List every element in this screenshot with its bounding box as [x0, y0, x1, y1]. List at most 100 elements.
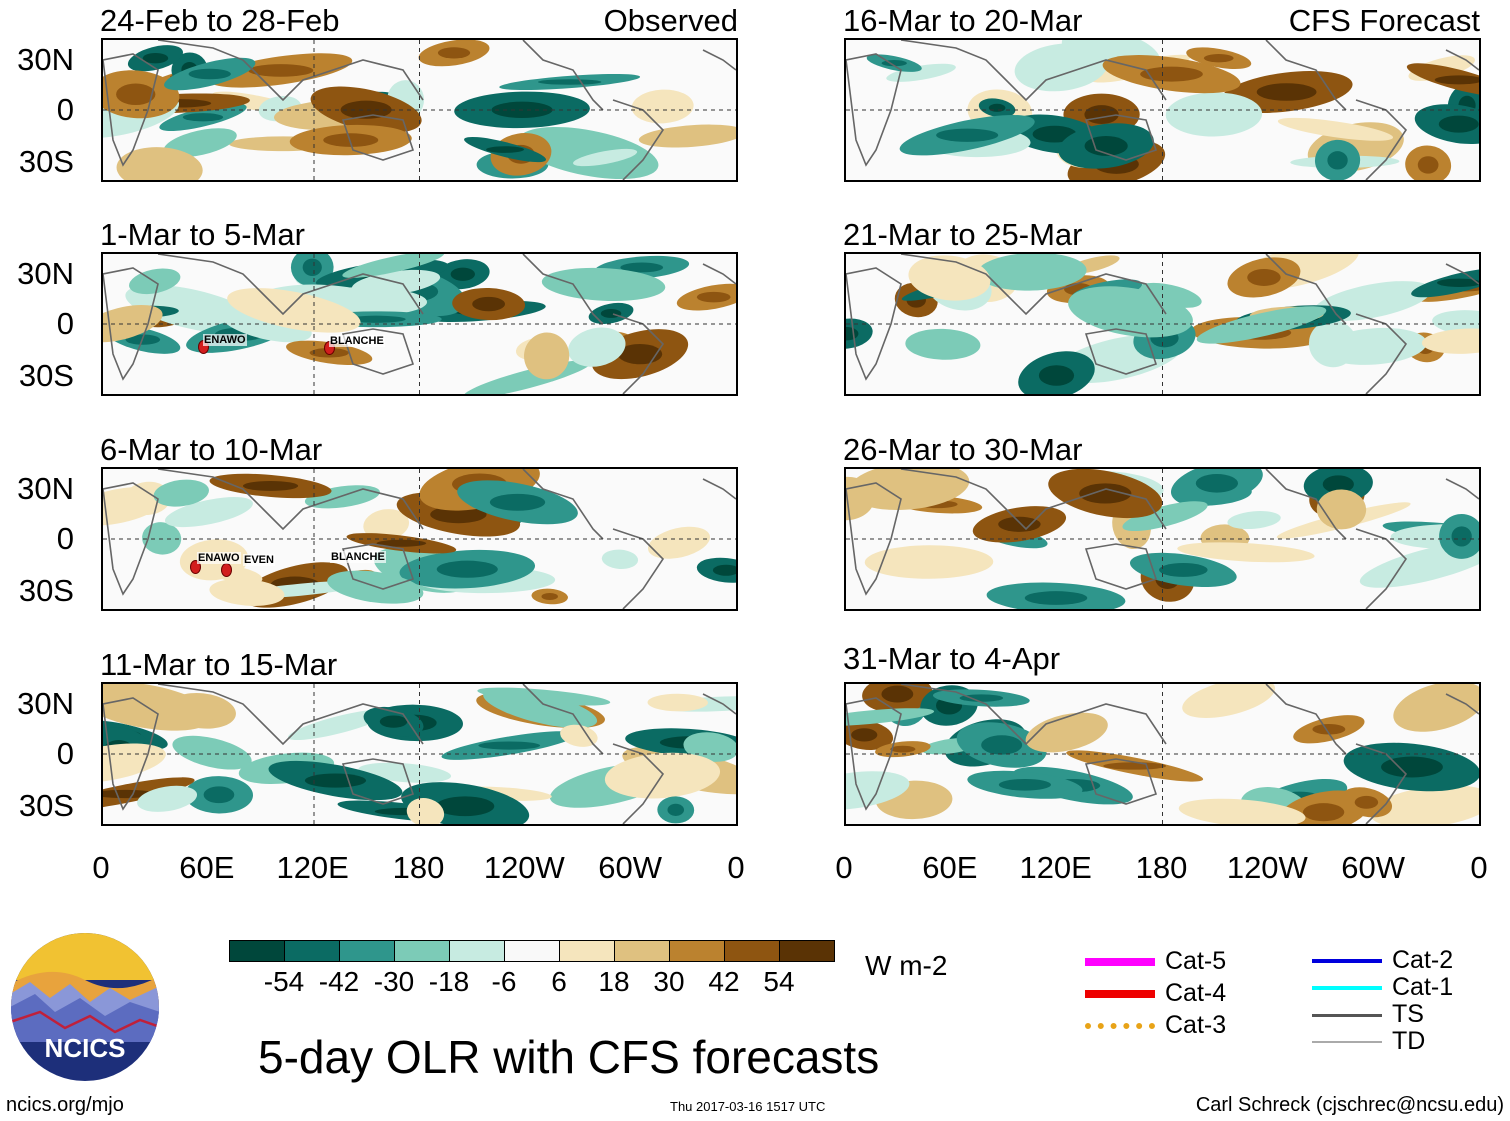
olr-anomaly-core — [489, 493, 546, 511]
storm-label-even: EVEN — [243, 554, 275, 566]
olr-anomaly-patch — [1177, 542, 1315, 563]
cfs-forecast-label: CFS Forecast — [1288, 3, 1480, 38]
lon-tick-label: 60E — [179, 850, 235, 885]
storm-label-enawo: ENAWO — [197, 552, 241, 564]
ncics-logo: NCICS — [11, 933, 159, 1081]
olr-anomaly-patch — [1165, 92, 1263, 137]
olr-anomaly-core — [436, 560, 498, 578]
olr-anomaly-patch — [647, 693, 708, 712]
olr-anomaly-core — [340, 100, 392, 119]
olr-anomaly-core — [1302, 803, 1345, 822]
legend-label: Cat-2 — [1392, 946, 1454, 974]
olr-anomaly-patch — [601, 549, 639, 570]
lat-tick-label: 30N — [17, 256, 74, 291]
olr-anomaly-core — [881, 685, 914, 703]
panel-title-8: 31-Mar to 4-Apr — [843, 641, 1061, 676]
lat-tick-label: 0 — [56, 521, 74, 556]
olr-anomaly-patch — [886, 63, 956, 82]
olr-anomaly-patch — [153, 479, 209, 507]
legend-swatch — [1312, 1013, 1382, 1017]
lon-tick-label: 0 — [1470, 850, 1488, 885]
legend-swatch — [1312, 1041, 1382, 1043]
lat-tick-label: 0 — [56, 92, 74, 127]
olr-anomaly-core — [304, 773, 367, 788]
olr-anomaly-core — [203, 786, 235, 804]
olr-anomaly-patch — [163, 128, 237, 158]
olr-anomaly-core — [1327, 151, 1348, 170]
olr-anomaly-core — [242, 480, 299, 491]
olr-map-panel-3 — [101, 467, 738, 611]
colorbar-label: -6 — [491, 966, 517, 997]
olr-anomaly-core — [541, 593, 558, 600]
olr-anomaly-core — [617, 344, 663, 365]
olr-map-panel-4 — [101, 682, 738, 826]
coastlines — [846, 469, 1479, 609]
olr-anomaly-core — [988, 103, 1006, 112]
coastlines — [103, 40, 736, 180]
olr-map-panel-5 — [844, 38, 1481, 182]
olr-anomaly-core — [1381, 756, 1443, 778]
olr-anomaly-core — [302, 258, 322, 277]
site-link[interactable]: ncics.org/mjo — [6, 1094, 124, 1116]
colorbar-swatch — [724, 940, 780, 962]
olr-anomaly-core — [450, 267, 475, 281]
panel-title-3: 6-Mar to 10-Mar — [100, 432, 323, 467]
panel-title-7: 26-Mar to 30-Mar — [843, 432, 1083, 467]
olr-anomaly-core — [188, 68, 231, 80]
legend-label: Cat-5 — [1165, 947, 1227, 975]
olr-anomaly-patch — [209, 578, 285, 606]
olr-anomaly-patch — [1421, 328, 1479, 354]
lon-tick-label: 0 — [835, 850, 853, 885]
olr-anomaly-core — [248, 64, 314, 77]
colorbar-swatch — [559, 940, 615, 962]
lat-tick-label: 0 — [56, 736, 74, 771]
lon-tick-label: 180 — [1135, 850, 1188, 885]
olr-anomaly-core — [376, 539, 427, 547]
legend-label: Cat-3 — [1165, 1011, 1227, 1039]
olr-anomaly-core — [1256, 83, 1317, 101]
olr-anomaly-core — [1354, 795, 1379, 809]
lon-tick-label: 60E — [922, 850, 978, 885]
storm-label-blanche: BLANCHE — [329, 335, 385, 347]
legend-swatch — [1312, 986, 1382, 990]
coastlines — [103, 684, 736, 824]
colorbar-swatch — [449, 940, 505, 962]
olr-anomaly-core — [1322, 475, 1354, 494]
lon-tick-label: 120E — [1019, 850, 1092, 885]
olr-anomaly-core — [1195, 474, 1239, 493]
olr-anomaly-core — [1140, 66, 1203, 82]
lat-tick-label: 30S — [18, 573, 74, 608]
olr-anomaly-patch — [1196, 306, 1327, 344]
olr-anomaly-core — [379, 715, 408, 728]
olr-anomaly-core — [486, 146, 525, 153]
legend-label: Cat-1 — [1392, 973, 1454, 1001]
storm-label-enawo: ENAWO — [203, 334, 247, 346]
olr-anomaly-core — [998, 778, 1051, 791]
legend-swatch — [1312, 959, 1382, 963]
olr-anomaly-patch — [908, 255, 991, 301]
olr-anomaly-patch — [1277, 117, 1394, 141]
observed-label: Observed — [603, 3, 738, 38]
olr-anomaly-patch — [164, 497, 253, 528]
olr-anomaly-core — [1438, 115, 1479, 133]
legend-swatch — [1085, 958, 1155, 966]
olr-anomaly-patch — [406, 798, 445, 824]
olr-anomaly-core — [1203, 54, 1234, 63]
storm-label-blanche: BLANCHE — [330, 551, 386, 563]
olr-anomaly-patch — [363, 509, 410, 541]
olr-anomaly-core — [936, 128, 999, 142]
lat-tick-label: 0 — [56, 306, 74, 341]
olr-map-panel-1 — [101, 38, 738, 182]
timestamp: Thu 2017-03-16 1517 UTC — [670, 1099, 826, 1114]
legend-swatch — [1085, 990, 1155, 998]
colorbar-swatch — [779, 940, 835, 962]
colorbar-label: 54 — [763, 966, 795, 997]
lat-tick-label: 30S — [18, 358, 74, 393]
colorbar-label: -54 — [263, 966, 305, 997]
coastlines — [846, 40, 1479, 180]
olr-anomaly-patch — [1014, 43, 1108, 92]
olr-anomaly-patch — [568, 327, 626, 367]
lat-tick-label: 30N — [17, 686, 74, 721]
lon-tick-label: 120W — [1226, 850, 1308, 885]
panel-title-4: 11-Mar to 15-Mar — [100, 647, 338, 682]
